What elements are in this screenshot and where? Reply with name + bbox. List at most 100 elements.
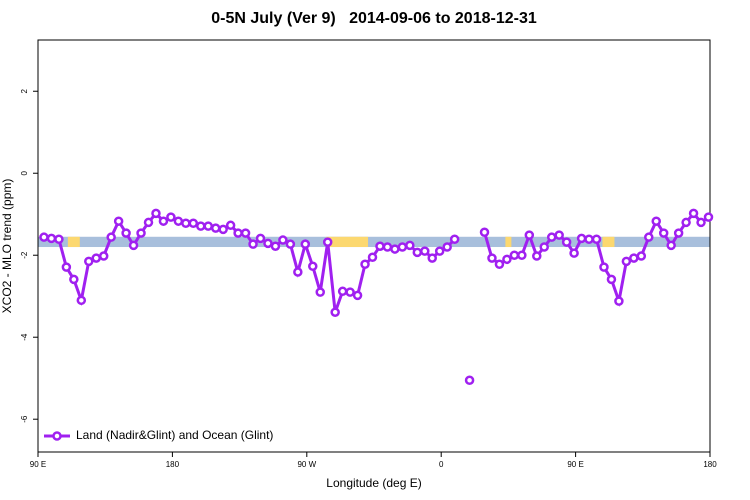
point (584, 234, 594, 244)
point (39, 232, 49, 242)
y-axis-label: XCO2 - MLO trend (ppm) (0, 179, 14, 314)
point (300, 239, 311, 249)
point (390, 244, 400, 254)
point (576, 233, 587, 244)
point (703, 212, 714, 222)
point (509, 250, 520, 260)
point (644, 232, 654, 242)
point (599, 262, 609, 272)
point (330, 307, 340, 317)
point (128, 240, 139, 251)
point (517, 250, 527, 260)
point (524, 230, 535, 240)
x-tick-label: 90 W (297, 460, 316, 469)
y-tick-label: -4 (20, 333, 29, 341)
point (248, 239, 258, 249)
point (539, 242, 549, 252)
point (360, 259, 370, 269)
x-tick-label: 180 (703, 460, 717, 469)
point (345, 287, 355, 297)
point (479, 227, 490, 238)
point (397, 242, 408, 252)
point (636, 251, 647, 261)
point (61, 262, 72, 272)
point (151, 208, 161, 219)
x-tick-label: 180 (166, 460, 180, 469)
point (233, 228, 243, 238)
legend-label: Land (Nadir&Glint) and Ocean (Glint) (76, 428, 273, 442)
point (196, 221, 206, 231)
point (166, 212, 176, 222)
band (38, 236, 710, 248)
point (367, 252, 378, 263)
band-segment (326, 236, 369, 248)
point (278, 235, 288, 245)
x-tick-label: 90 E (30, 460, 46, 469)
point (210, 223, 221, 233)
point (554, 230, 564, 240)
point (629, 253, 639, 263)
point (69, 274, 79, 285)
y-tick-label: 2 (20, 88, 29, 93)
point (532, 251, 542, 261)
point (375, 241, 385, 251)
point (591, 234, 602, 244)
band-segment (67, 236, 80, 248)
point (337, 286, 348, 297)
point (681, 217, 691, 228)
point (255, 233, 266, 244)
point (121, 228, 131, 238)
point (561, 237, 572, 247)
point (285, 239, 296, 249)
point (106, 232, 116, 242)
point (188, 218, 199, 228)
plot-frame (37, 39, 711, 453)
point (98, 251, 109, 261)
point (658, 228, 669, 238)
point (442, 242, 452, 252)
point (54, 234, 64, 244)
band-segment (505, 236, 512, 248)
point (181, 218, 191, 228)
point (263, 238, 273, 249)
point (606, 274, 617, 285)
point (46, 233, 57, 244)
point (240, 228, 251, 238)
point (673, 228, 684, 238)
point (405, 240, 415, 251)
point (225, 220, 236, 231)
point (315, 287, 325, 297)
point (293, 267, 303, 277)
point (270, 241, 281, 251)
point (666, 240, 676, 251)
point (427, 253, 437, 263)
point (113, 216, 124, 226)
point (621, 256, 632, 267)
legend-marker (52, 431, 62, 441)
point (352, 290, 363, 301)
point (158, 216, 169, 226)
point (76, 295, 87, 306)
y-tick-label: 0 (20, 170, 29, 175)
point (546, 232, 557, 242)
point (420, 246, 430, 256)
point (203, 221, 213, 231)
point (688, 208, 699, 219)
point (651, 216, 661, 226)
x-tick-label: 90 E (567, 460, 583, 469)
point (494, 259, 505, 269)
point (569, 248, 579, 258)
point (382, 242, 393, 252)
y-tick-label: -6 (20, 415, 29, 423)
band-segment (602, 236, 615, 248)
point (322, 237, 333, 247)
point (434, 246, 445, 256)
point (136, 228, 146, 238)
point (502, 254, 512, 265)
point (91, 253, 101, 263)
point (218, 224, 228, 235)
series-line (43, 211, 456, 313)
point (464, 375, 475, 386)
x-tick-label: 0 (439, 460, 444, 469)
